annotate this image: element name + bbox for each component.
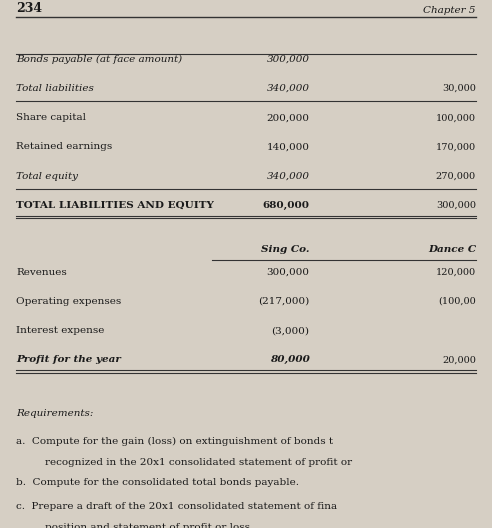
Text: 340,000: 340,000 <box>267 84 309 93</box>
Text: b.  Compute for the consolidated total bonds payable.: b. Compute for the consolidated total bo… <box>16 478 299 487</box>
Text: 140,000: 140,000 <box>267 143 309 152</box>
Text: c.  Prepare a draft of the 20x1 consolidated statement of fina: c. Prepare a draft of the 20x1 consolida… <box>16 502 337 511</box>
Text: 300,000: 300,000 <box>267 55 309 64</box>
Text: TOTAL LIABILITIES AND EQUITY: TOTAL LIABILITIES AND EQUITY <box>16 201 214 210</box>
Text: 80,000: 80,000 <box>270 355 309 364</box>
Text: 300,000: 300,000 <box>267 268 309 277</box>
Text: 340,000: 340,000 <box>267 172 309 181</box>
Text: Profit for the year: Profit for the year <box>16 355 121 364</box>
Text: Share capital: Share capital <box>16 114 86 122</box>
Text: Total liabilities: Total liabilities <box>16 84 94 93</box>
Text: Total equity: Total equity <box>16 172 78 181</box>
Text: (3,000): (3,000) <box>272 326 309 335</box>
Text: Retained earnings: Retained earnings <box>16 143 112 152</box>
Text: Revenues: Revenues <box>16 268 67 277</box>
Text: Sing Co.: Sing Co. <box>261 245 309 254</box>
Text: 30,000: 30,000 <box>442 84 476 93</box>
Text: 234: 234 <box>16 2 42 15</box>
Text: Interest expense: Interest expense <box>16 326 104 335</box>
Text: position and statement of profit or loss.: position and statement of profit or loss… <box>45 523 254 528</box>
Text: Requirements:: Requirements: <box>16 409 93 418</box>
Text: (217,000): (217,000) <box>258 297 309 306</box>
Text: (100,00: (100,00 <box>438 297 476 306</box>
Text: 20,000: 20,000 <box>442 355 476 364</box>
Text: Chapter 5: Chapter 5 <box>424 6 476 15</box>
Text: recognized in the 20x1 consolidated statement of profit or: recognized in the 20x1 consolidated stat… <box>45 458 353 467</box>
Text: 170,000: 170,000 <box>436 143 476 152</box>
Text: a.  Compute for the gain (loss) on extinguishment of bonds t: a. Compute for the gain (loss) on exting… <box>16 437 333 446</box>
Text: Dance C: Dance C <box>428 245 476 254</box>
Text: 120,000: 120,000 <box>436 268 476 277</box>
Text: 680,000: 680,000 <box>263 201 309 210</box>
Text: 270,000: 270,000 <box>436 172 476 181</box>
Text: Operating expenses: Operating expenses <box>16 297 122 306</box>
Text: 200,000: 200,000 <box>267 114 309 122</box>
Text: 300,000: 300,000 <box>436 201 476 210</box>
Text: Bonds payable (at face amount): Bonds payable (at face amount) <box>16 55 182 64</box>
Text: 100,000: 100,000 <box>436 114 476 122</box>
